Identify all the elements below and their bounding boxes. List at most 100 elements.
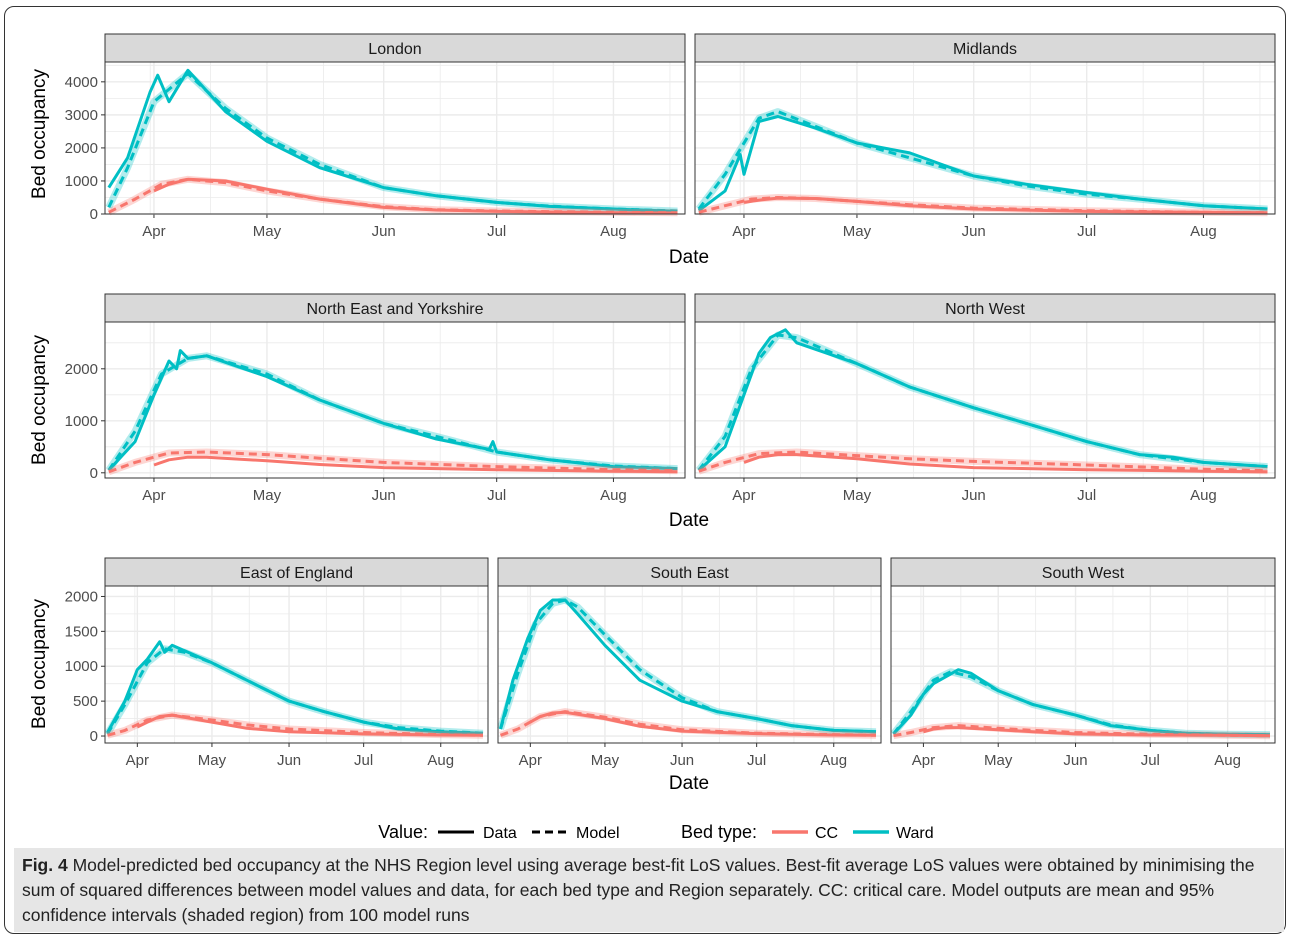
facet-title: Midlands	[953, 41, 1017, 58]
x-axis-title: Date	[669, 247, 709, 268]
x-tick-label: Aug	[1190, 487, 1217, 504]
x-tick-label: Jul	[354, 752, 373, 769]
x-tick-label: Apr	[732, 487, 755, 504]
x-tick-label: Jul	[747, 752, 766, 769]
facet-strip	[497, 557, 882, 587]
facet-title: London	[368, 41, 421, 58]
x-tick-label: Jul	[1077, 487, 1096, 504]
panel-border	[497, 585, 882, 744]
confidence-band-ward	[105, 70, 678, 215]
panel-border	[104, 321, 686, 479]
x-tick-label: May	[198, 752, 227, 769]
x-tick-label: Jun	[962, 487, 986, 504]
x-tick-label: May	[253, 223, 282, 240]
x-tick-label: Apr	[519, 752, 542, 769]
facet-title: South East	[650, 565, 729, 582]
x-tick-label: Apr	[912, 752, 935, 769]
legend-label-cc: CC	[815, 825, 838, 842]
y-tick-label: 0	[90, 206, 98, 223]
facet-title: East of England	[240, 565, 353, 582]
x-tick-label: May	[843, 223, 872, 240]
y-tick-label: 0	[90, 728, 98, 745]
facet-strip	[104, 557, 489, 587]
x-tick-label: Jun	[1063, 752, 1087, 769]
line-model-ward	[106, 647, 484, 735]
x-tick-label: Jun	[670, 752, 694, 769]
line-model-cc	[698, 196, 1268, 215]
x-tick-label: Jul	[487, 487, 506, 504]
y-tick-label: 1000	[65, 413, 98, 430]
facet-strip	[694, 293, 1276, 323]
x-tick-label: Aug	[820, 752, 847, 769]
line-model-cc	[108, 177, 678, 215]
x-axis-title: Date	[669, 510, 709, 531]
line-model-cc	[698, 450, 1268, 473]
figure-caption: Fig. 4 Model-predicted bed occupancy at …	[22, 853, 1272, 928]
plot-background	[695, 62, 1275, 214]
caption-background	[14, 848, 1284, 932]
x-tick-label: Jul	[487, 223, 506, 240]
line-model-cc	[893, 724, 1271, 738]
panel-north-east-and-yorkshire: North East and Yorkshire Apr May Jun Jul Aug 0…	[29, 293, 709, 531]
y-axis-title: Bed occupancy	[29, 335, 50, 465]
legend: Value: Data Model Bed type: CC Ward	[378, 822, 933, 842]
line-data-cc	[743, 453, 1268, 474]
x-tick-label: Aug	[1214, 752, 1241, 769]
panel-border	[104, 585, 489, 744]
panel-north-west: North West Apr May Jun Jul Aug	[694, 293, 1276, 504]
legend-value-title: Value:	[378, 822, 428, 842]
y-tick-label: 500	[73, 693, 98, 710]
y-tick-label: 1000	[65, 173, 98, 190]
y-tick-label: 2000	[65, 361, 98, 378]
line-model-ward	[499, 598, 877, 734]
y-tick-label: 1500	[65, 623, 98, 640]
panel-border	[890, 585, 1276, 744]
y-tick-label: 4000	[65, 74, 98, 91]
x-tick-label: Jun	[277, 752, 301, 769]
x-tick-label: Jul	[1141, 752, 1160, 769]
x-tick-label: Apr	[142, 223, 165, 240]
x-tick-label: Aug	[1190, 223, 1217, 240]
x-tick-label: May	[253, 487, 282, 504]
facet-title: North East and Yorkshire	[307, 301, 484, 318]
line-model-cc	[108, 450, 678, 474]
facet-strip	[694, 33, 1276, 63]
x-axis-title: Date	[669, 773, 709, 794]
x-tick-label: Jul	[1077, 223, 1096, 240]
panel-south-west: South West Apr May Jun Jul Aug	[890, 557, 1276, 769]
y-tick-label: 3000	[65, 107, 98, 124]
x-tick-label: Jun	[962, 223, 986, 240]
line-model-ward	[697, 333, 1268, 472]
panel-london: London Apr May Jun Jul Aug 0 1000 2000 3000 4000 Be…	[29, 33, 709, 268]
x-tick-label: Aug	[427, 752, 454, 769]
panel-border	[694, 321, 1276, 479]
y-tick-label: 2000	[65, 140, 98, 157]
y-tick-label: 1000	[65, 658, 98, 675]
y-tick-label: 2000	[65, 588, 98, 605]
panel-midlands: Midlands Apr May Jun Jul Aug	[694, 33, 1276, 240]
y-axis-title: Bed occupancy	[29, 69, 50, 199]
caption-label: Fig. 4	[22, 855, 68, 875]
panel-border	[694, 61, 1276, 215]
legend-label-model: Model	[576, 825, 620, 842]
x-tick-label: Aug	[600, 487, 627, 504]
line-data-cc	[153, 455, 678, 474]
facet-title: South West	[1042, 565, 1125, 582]
legend-bedtype-title: Bed type:	[681, 822, 757, 842]
x-tick-label: Jun	[372, 487, 396, 504]
caption-text: Model-predicted bed occupancy at the NHS…	[22, 855, 1255, 925]
legend-label-ward: Ward	[896, 825, 934, 842]
line-data-ward	[697, 328, 1268, 472]
panel-border	[104, 61, 686, 215]
panel-south-east: South East Apr May Jun Jul Aug Date	[497, 557, 882, 794]
line-model-ward	[107, 354, 678, 472]
x-tick-label: Jun	[372, 223, 396, 240]
facet-strip	[890, 557, 1276, 587]
x-tick-label: May	[843, 487, 872, 504]
facet-strip	[104, 293, 686, 323]
y-axis-title: Bed occupancy	[29, 599, 50, 729]
facet-title: North West	[945, 301, 1025, 318]
plot-background	[498, 586, 881, 743]
x-tick-label: May	[591, 752, 620, 769]
